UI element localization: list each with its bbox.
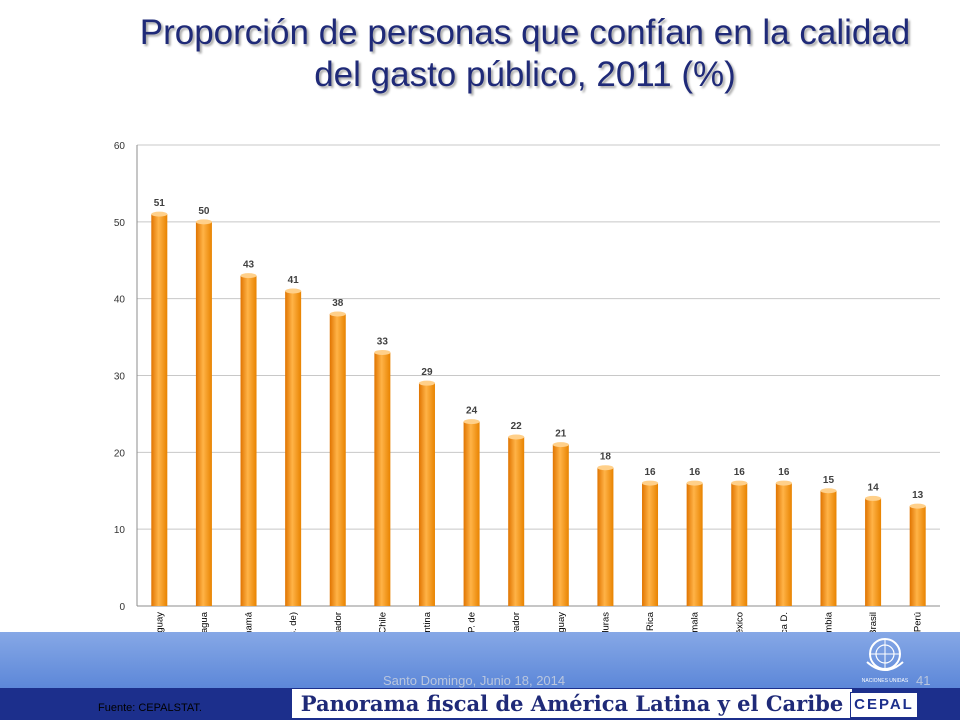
data-label: 41 [288, 275, 300, 286]
bar-top [418, 380, 435, 386]
bar-top [329, 311, 346, 317]
y-tick-label: 30 [114, 372, 126, 383]
bar [508, 436, 525, 606]
bar [463, 421, 480, 606]
un-emblem-icon: NACIONES UNIDAS [862, 638, 909, 684]
x-tick-label: Perú [913, 612, 924, 632]
title-line-2: del gasto público, 2011 (%) [314, 55, 736, 94]
bar-top [775, 480, 792, 486]
bar [195, 221, 212, 607]
y-tick-label: 40 [114, 295, 126, 306]
y-tick-label: 60 [114, 141, 126, 152]
x-tick-label: Brasil [868, 612, 879, 636]
footer-band [0, 632, 960, 690]
y-axis: 0 10 20 30 40 50 60 [114, 141, 940, 613]
data-label: 22 [511, 421, 523, 432]
bar-top [597, 465, 614, 471]
slide-title: Proporción de personas que confían en la… [95, 12, 955, 96]
data-label: 43 [243, 260, 255, 271]
bar-top [642, 480, 659, 486]
data-label: 13 [912, 490, 924, 501]
bar [865, 498, 882, 606]
bar-top [865, 495, 882, 501]
x-tick-label: México [734, 612, 745, 642]
bar [820, 490, 837, 606]
y-tick-label: 0 [119, 602, 125, 613]
data-label: 16 [778, 467, 790, 478]
bar-top [151, 211, 168, 217]
data-label: 21 [555, 429, 567, 440]
data-label: 50 [198, 206, 210, 217]
bar [374, 352, 391, 606]
bar-top [552, 442, 569, 448]
bar [418, 383, 435, 606]
bar-top [374, 349, 391, 355]
bar [151, 214, 168, 606]
data-label: 24 [466, 406, 478, 417]
bar [597, 467, 614, 606]
bar-top [240, 273, 257, 279]
bar [775, 483, 792, 606]
bars [151, 211, 926, 607]
footer-date: Santo Domingo, Junio 18, 2014 [383, 673, 566, 688]
cepal-logo: CEPAL [850, 692, 918, 718]
grid-lines [137, 144, 940, 607]
data-label: 33 [377, 336, 389, 347]
data-labels: 51 50 43 41 38 33 29 24 22 21 18 16 16 16 16 15 14 13 [154, 198, 924, 501]
source-note: Fuente: CEPALSTAT. [98, 702, 202, 714]
bar [731, 483, 748, 606]
bar-top [195, 219, 212, 225]
bar [909, 506, 926, 606]
data-label: 15 [823, 475, 835, 486]
data-label: 16 [689, 467, 701, 478]
bar [285, 290, 302, 606]
bar [642, 483, 659, 606]
y-tick-label: 50 [114, 218, 126, 229]
bar-top [909, 503, 926, 509]
page-number: 41 [916, 673, 931, 688]
data-label: 18 [600, 452, 612, 463]
bar-top [731, 480, 748, 486]
un-label: NACIONES UNIDAS [862, 678, 909, 684]
x-tick-label: Ecuador [333, 612, 344, 647]
y-tick-label: 10 [114, 525, 126, 536]
bar [240, 275, 257, 606]
data-label: 51 [154, 198, 166, 209]
data-label: 29 [421, 367, 433, 378]
x-tick-label: Argentina [422, 611, 433, 652]
bar [552, 444, 569, 606]
bar-top [820, 488, 837, 494]
x-tick-label: Chile [377, 612, 388, 634]
footer-caption: Panorama fiscal de América Latina y el C… [292, 689, 852, 718]
bar [686, 483, 703, 606]
bar-top [463, 419, 480, 425]
y-tick-label: 20 [114, 448, 126, 459]
x-tick-label: Panamá [244, 611, 255, 647]
data-label: 16 [734, 467, 746, 478]
data-label: 14 [868, 482, 880, 493]
bar-top [285, 288, 302, 294]
bar [329, 314, 346, 606]
bar-top [508, 434, 525, 440]
data-label: 38 [332, 298, 344, 309]
bar-top [686, 480, 703, 486]
data-label: 16 [644, 467, 656, 478]
title-line-1: Proporción de personas que confían en la… [139, 13, 911, 52]
x-tick-label: Colombia [823, 611, 834, 652]
x-tick-label: Uruguay [154, 612, 165, 648]
